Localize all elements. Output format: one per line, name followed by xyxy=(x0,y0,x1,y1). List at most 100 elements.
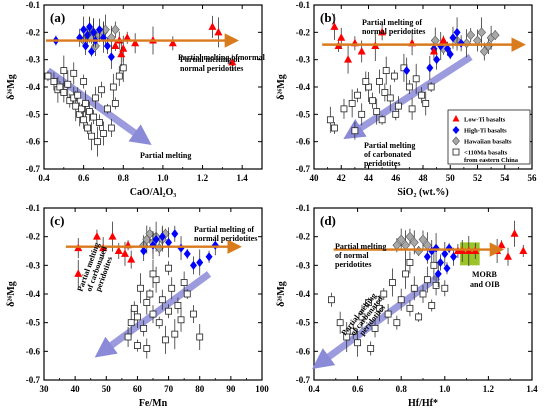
point-eastern-china xyxy=(326,116,334,124)
point-high-ti xyxy=(450,252,458,262)
point-high-ti xyxy=(196,257,204,267)
y-tick-label: -0.1 xyxy=(26,0,41,10)
x-axis-label: SiO₂ (wt.%) xyxy=(397,187,448,198)
point-eastern-china xyxy=(382,67,390,74)
point-high-ti xyxy=(445,243,453,253)
x-tick-label: 50 xyxy=(446,173,456,183)
point-eastern-china xyxy=(343,333,351,341)
point-eastern-china xyxy=(393,319,401,327)
point-high-ti xyxy=(453,27,461,37)
point-eastern-china xyxy=(149,270,157,278)
point-eastern-china xyxy=(430,261,438,269)
point-hawaiian xyxy=(110,24,120,35)
point-hawaiian xyxy=(409,237,419,248)
point-eastern-china xyxy=(348,100,356,107)
point-low-ti xyxy=(208,22,217,30)
point-eastern-china xyxy=(354,91,362,99)
x-tick-label: 42 xyxy=(337,173,347,183)
point-eastern-china xyxy=(180,279,188,286)
point-high-ti xyxy=(80,25,88,35)
point-hawaiian xyxy=(405,231,415,242)
point-low-ti xyxy=(119,44,128,52)
point-high-ti xyxy=(86,22,94,32)
point-low-ti xyxy=(214,27,223,36)
point-eastern-china xyxy=(78,105,86,113)
panel-a: 0.4 0.6 0.8 1.0 1.2 1.4 -0.1 -0.2 -0.3 -0.4 -0.5 -0… xyxy=(6,0,266,198)
y-tick-label: -0.5 xyxy=(26,109,41,119)
point-eastern-china xyxy=(111,100,119,107)
point-low-ti xyxy=(429,46,438,55)
legend-marker-high-ti xyxy=(452,126,460,134)
x-tick-label: 46 xyxy=(391,173,401,183)
y-tick-label: -0.7 xyxy=(296,164,311,174)
point-eastern-china xyxy=(98,86,105,94)
point-eastern-china xyxy=(92,94,99,102)
point-hawaiian xyxy=(490,30,500,41)
y-tick-label: -0.2 xyxy=(26,232,41,242)
point-eastern-china xyxy=(96,119,103,126)
point-low-ti xyxy=(519,246,528,254)
x-tick-label: 100 xyxy=(255,384,269,394)
point-low-ti xyxy=(504,252,513,260)
point-eastern-china xyxy=(402,270,409,278)
point-eastern-china xyxy=(124,333,132,341)
point-high-ti xyxy=(171,229,179,239)
point-eastern-china xyxy=(155,319,163,327)
point-eastern-china xyxy=(362,78,370,85)
x-tick-label: 90 xyxy=(226,384,236,394)
point-eastern-china xyxy=(165,307,172,315)
legend-marker-low-ti xyxy=(452,115,460,122)
point-hawaiian xyxy=(477,27,486,38)
annotation-normal-melting: normal peridotites xyxy=(362,27,425,36)
point-eastern-china xyxy=(419,290,427,298)
x-tick-label: 1.2 xyxy=(197,173,209,183)
point-low-ti xyxy=(344,55,353,63)
annotation-carbonated-melting: of carbonated xyxy=(364,150,412,159)
point-eastern-china xyxy=(143,299,151,307)
point-eastern-china xyxy=(149,310,157,318)
y-tick-label: -0.3 xyxy=(26,55,41,65)
y-tick-label: -0.7 xyxy=(296,375,311,385)
point-high-ti xyxy=(158,232,166,242)
point-high-ti xyxy=(434,269,442,279)
point-low-ti xyxy=(510,229,519,237)
point-eastern-china xyxy=(127,319,135,327)
point-high-ti xyxy=(107,52,115,62)
point-high-ti xyxy=(436,257,444,267)
point-high-ti xyxy=(433,55,441,65)
point-high-ti xyxy=(82,41,90,51)
point-high-ti xyxy=(205,252,213,262)
annotation-normal-melting: Partial melting of xyxy=(180,55,240,64)
point-hawaiian xyxy=(466,30,476,41)
y-tick-label: -0.3 xyxy=(26,260,41,270)
x-tick-label: 54 xyxy=(500,173,510,183)
point-eastern-china xyxy=(367,345,375,352)
point-low-ti xyxy=(131,38,140,47)
panel-label: (d) xyxy=(320,213,336,228)
x-tick-label: 1.4 xyxy=(526,384,538,394)
point-eastern-china xyxy=(349,327,357,335)
x-tick-label: 70 xyxy=(164,384,174,394)
point-eastern-china xyxy=(82,100,90,107)
point-eastern-china xyxy=(336,319,344,327)
point-eastern-china xyxy=(84,124,91,132)
y-tick-label: -0.5 xyxy=(296,318,311,328)
x-tick-label: 0.6 xyxy=(78,173,90,183)
point-eastern-china xyxy=(381,89,389,96)
point-eastern-china xyxy=(177,316,185,324)
y-tick-label: -0.3 xyxy=(296,55,311,65)
morb-oib-label: and OIB xyxy=(470,280,500,289)
point-eastern-china xyxy=(358,110,366,118)
point-eastern-china xyxy=(378,116,386,124)
point-eastern-china xyxy=(196,333,204,341)
point-eastern-china xyxy=(412,75,420,83)
y-tick-label: -0.5 xyxy=(26,318,41,328)
point-eastern-china xyxy=(406,304,414,312)
point-eastern-china xyxy=(405,83,413,91)
point-eastern-china xyxy=(418,91,426,99)
point-eastern-china xyxy=(389,279,396,286)
point-eastern-china xyxy=(88,132,95,140)
point-eastern-china xyxy=(371,324,379,332)
point-eastern-china xyxy=(56,83,64,91)
point-high-ti xyxy=(189,260,197,270)
